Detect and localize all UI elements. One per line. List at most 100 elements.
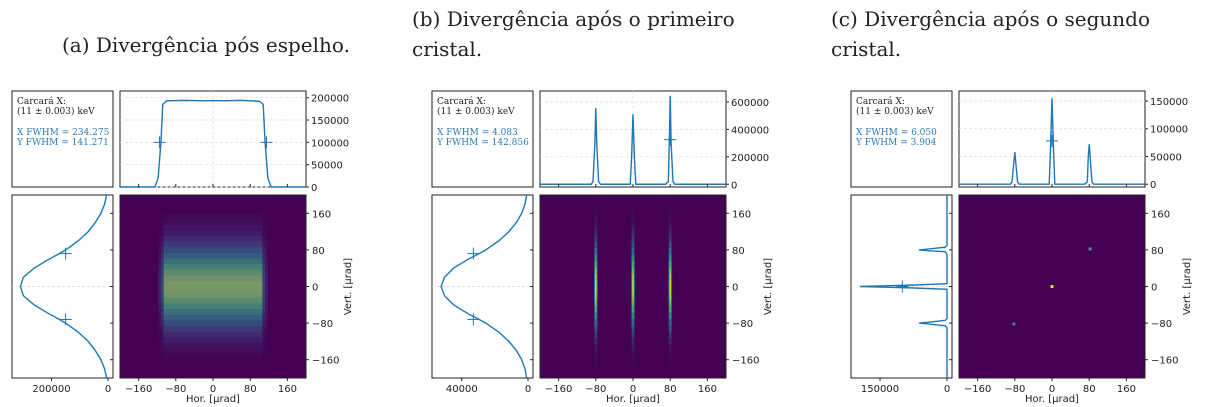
heatmap-streak bbox=[632, 260, 634, 268]
heatmap-band bbox=[158, 337, 268, 343]
heatmap-band bbox=[163, 297, 263, 304]
main-ytick-label: 160 bbox=[312, 209, 331, 220]
heatmap-streak bbox=[632, 338, 634, 345]
heatmap-band bbox=[163, 286, 263, 293]
info-source: Carcará X: bbox=[856, 96, 905, 107]
info-energy: (11 ± 0.003) keV bbox=[856, 106, 934, 117]
heatmap-streak bbox=[669, 267, 671, 274]
heatmap-band bbox=[160, 224, 266, 231]
main-ytick-label: −80 bbox=[1151, 319, 1172, 330]
heatmap-streak bbox=[669, 273, 671, 281]
heatmap-band bbox=[158, 314, 268, 321]
heatmap-band bbox=[160, 320, 266, 326]
main-ytick-label: 80 bbox=[1151, 246, 1164, 257]
heatmap-streak bbox=[669, 234, 671, 242]
heatmap-spot bbox=[1088, 247, 1092, 251]
heatmap-streak bbox=[595, 331, 597, 339]
main-xtick-label: 0 bbox=[630, 384, 636, 395]
heatmap-band bbox=[163, 314, 263, 321]
heatmap-streak bbox=[669, 215, 671, 222]
heatmap-streak bbox=[595, 292, 597, 300]
heatmap-band bbox=[158, 331, 268, 338]
top-ytick-label: 200000 bbox=[311, 94, 349, 105]
heatmap-streak bbox=[632, 325, 634, 332]
heatmap-band bbox=[158, 325, 268, 332]
heatmap-streak bbox=[595, 215, 597, 222]
info-source: Carcará X: bbox=[437, 96, 486, 107]
heatmap-streak bbox=[669, 241, 671, 248]
heatmap-band bbox=[160, 258, 266, 264]
left-xtick-label: 0 bbox=[525, 384, 531, 395]
heatmap-streak bbox=[669, 254, 671, 261]
heatmap-streak bbox=[632, 273, 634, 281]
heatmap-band bbox=[160, 354, 266, 360]
caption-c: (c) Divergência após o segundo cristal. bbox=[831, 7, 1150, 61]
heatmap-band bbox=[158, 213, 268, 219]
main-xtick-label: 160 bbox=[698, 384, 717, 395]
heatmap-band bbox=[160, 325, 266, 332]
top-ytick-label: 100000 bbox=[311, 138, 349, 149]
heatmap-content bbox=[158, 213, 268, 360]
y-axis-label: Vert. [µrad] bbox=[763, 258, 774, 315]
heatmap-streak bbox=[595, 267, 597, 274]
main-xtick-label: −160 bbox=[545, 384, 572, 395]
heatmap-streak bbox=[669, 260, 671, 268]
main-ytick-label: −80 bbox=[312, 319, 333, 330]
main-xtick-label: 0 bbox=[1049, 384, 1055, 395]
heatmap-band bbox=[163, 303, 263, 310]
heatmap-streak bbox=[669, 344, 671, 352]
top-ytick-label: 50000 bbox=[1150, 152, 1182, 163]
heatmap-streak bbox=[632, 247, 634, 255]
info-xfwhm: X FWHM = 6.050 bbox=[856, 128, 937, 138]
main-ytick-label: 0 bbox=[732, 283, 738, 294]
heatmap-band bbox=[163, 275, 263, 281]
heatmap-streak bbox=[595, 357, 597, 365]
heatmap-streak bbox=[595, 305, 597, 313]
left-xtick-label: 150000 bbox=[861, 384, 899, 395]
heatmap-streak bbox=[595, 221, 597, 229]
heatmap-content bbox=[593, 208, 673, 365]
heatmap-streak bbox=[595, 325, 597, 332]
heatmap-band bbox=[158, 320, 268, 326]
main-xtick-label: 80 bbox=[1083, 384, 1096, 395]
top-ytick-label: 0 bbox=[731, 180, 737, 191]
heatmap-band bbox=[158, 252, 268, 259]
heatmap-streak bbox=[595, 208, 597, 216]
heatmap-band bbox=[158, 258, 268, 264]
heatmap-band bbox=[163, 218, 263, 225]
heatmap-band bbox=[158, 247, 268, 253]
left-hist-line bbox=[859, 195, 948, 378]
left-hist-line bbox=[440, 194, 528, 379]
heatmap-streak bbox=[632, 344, 634, 352]
left-xtick-label: 40000 bbox=[446, 384, 478, 395]
heatmap-band bbox=[160, 342, 266, 349]
info-xfwhm: X FWHM = 4.083 bbox=[437, 128, 518, 138]
heatmap-streak bbox=[632, 254, 634, 261]
heatmap-streak bbox=[632, 305, 634, 313]
heatmap-band bbox=[158, 275, 268, 281]
heatmap-band bbox=[163, 263, 263, 270]
heatmap-band bbox=[158, 241, 268, 248]
heatmap-band bbox=[158, 280, 268, 287]
heatmap-streak bbox=[669, 228, 671, 235]
info-source: Carcará X: bbox=[17, 96, 66, 107]
heatmap-streak bbox=[669, 305, 671, 313]
heatmap-band bbox=[160, 275, 266, 281]
heatmap-streak bbox=[632, 286, 634, 293]
heatmap-streak bbox=[595, 280, 597, 287]
heatmap-streak bbox=[632, 351, 634, 358]
heatmap-band bbox=[158, 309, 268, 315]
info-xfwhm: X FWHM = 234.275 bbox=[17, 128, 110, 138]
heatmap-band bbox=[163, 325, 263, 332]
main-xtick-label: 160 bbox=[1117, 384, 1136, 395]
top-ytick-label: 150000 bbox=[311, 116, 349, 127]
heatmap-band bbox=[160, 280, 266, 287]
main-ytick-label: 80 bbox=[312, 246, 325, 257]
heatmap-streak bbox=[595, 286, 597, 293]
info-box bbox=[850, 90, 953, 188]
x-axis-label: Hor. [µrad] bbox=[1025, 394, 1079, 405]
top-ytick-label: 200000 bbox=[731, 153, 769, 164]
main-xtick-label: −160 bbox=[125, 384, 152, 395]
